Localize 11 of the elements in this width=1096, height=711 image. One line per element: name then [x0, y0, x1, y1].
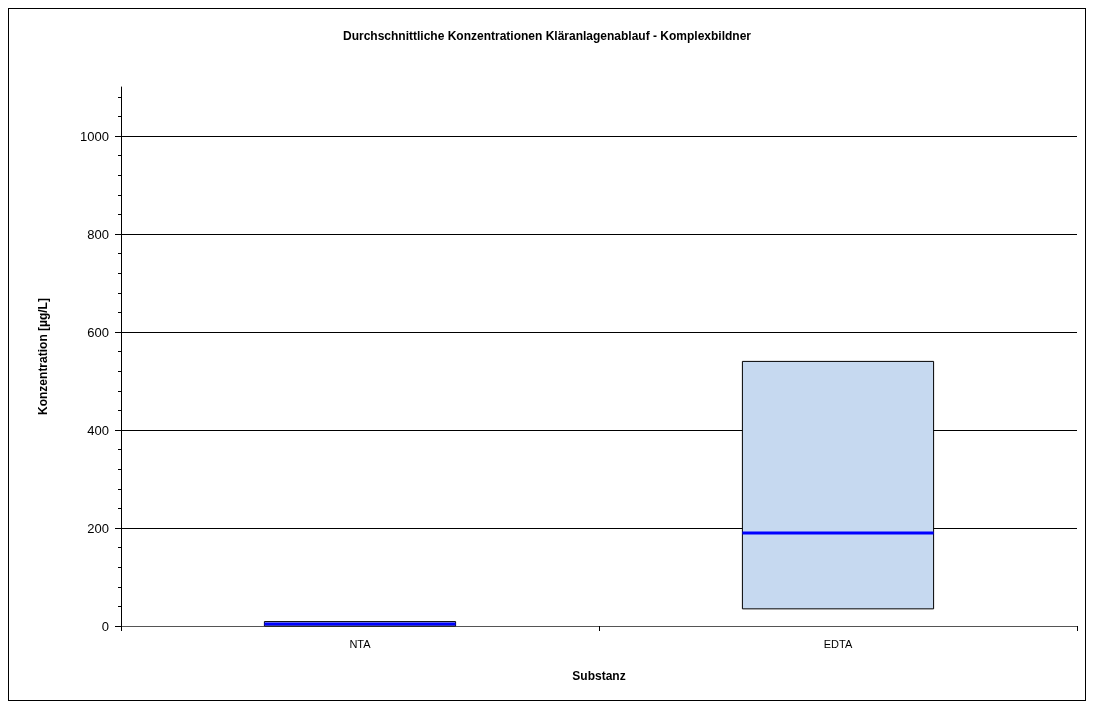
y-tick-label: 0 — [101, 618, 109, 634]
y-tick-label: 400 — [87, 422, 109, 438]
y-tick-label: 800 — [87, 226, 109, 242]
y-tick-label: 1000 — [80, 128, 109, 144]
y-axis-title: Konzentration [µg/L] — [36, 298, 50, 415]
y-tick-label: 600 — [87, 324, 109, 340]
x-tick-label: EDTA — [823, 637, 853, 650]
x-axis-title: Substanz — [572, 669, 626, 683]
chart-title: Durchschnittliche Konzentrationen Kläranlagenablauf - Komplexbildner — [342, 29, 752, 43]
y-tick-label: 200 — [87, 520, 109, 536]
x-tick-label: NTA — [349, 637, 372, 650]
